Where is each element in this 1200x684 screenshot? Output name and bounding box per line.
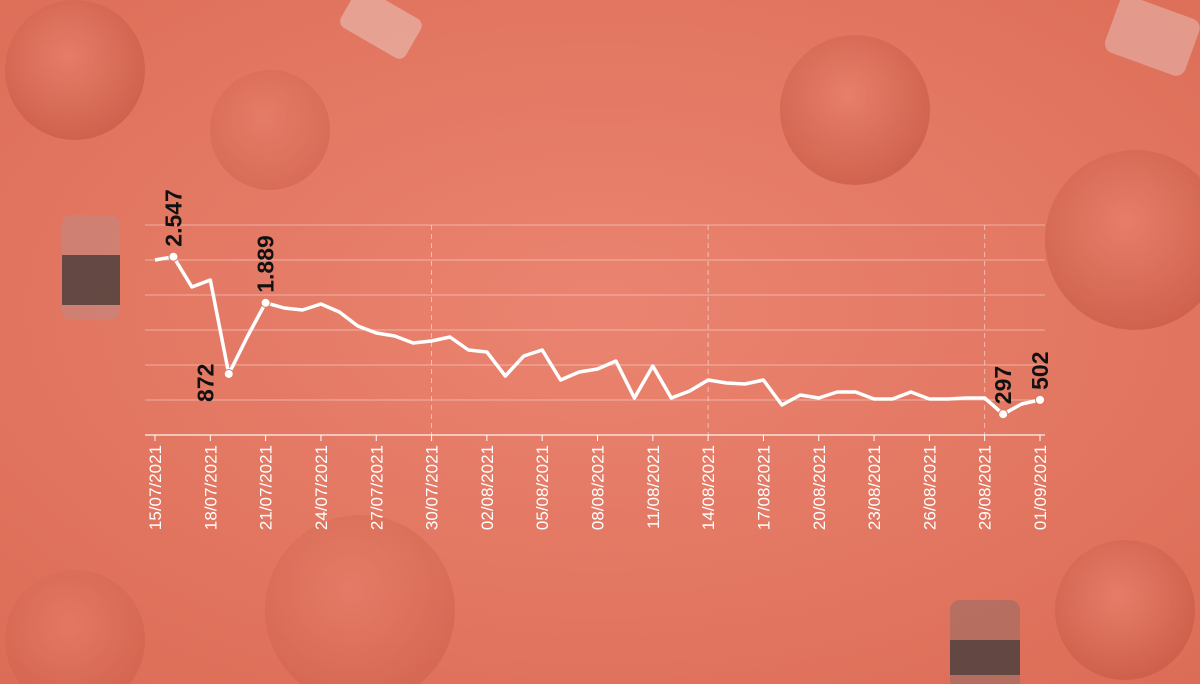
x-tick-label: 18/07/2021: [201, 445, 220, 530]
x-tick-label: 24/07/2021: [312, 445, 331, 530]
x-tick-label: 05/08/2021: [533, 445, 552, 530]
data-line: [154, 254, 1041, 416]
data-label: 502: [1027, 351, 1053, 389]
x-tick-label: 30/07/2021: [423, 445, 442, 530]
x-tick-label: 17/08/2021: [754, 445, 773, 530]
x-tick-label: 20/08/2021: [810, 445, 829, 530]
x-tick-label: 01/09/2021: [1031, 445, 1050, 530]
decoration: [5, 0, 1200, 684]
data-label: 297: [990, 366, 1016, 404]
data-point: [223, 368, 234, 379]
data-label: 2.547: [160, 189, 186, 247]
x-tick-label: 14/08/2021: [699, 445, 718, 530]
x-tick-label: 15/07/2021: [146, 445, 165, 530]
x-tick-label: 02/08/2021: [478, 445, 497, 530]
x-tick-label: 27/07/2021: [367, 445, 386, 530]
data-label: 872: [193, 364, 219, 402]
x-tick-label: 29/08/2021: [976, 445, 995, 530]
data-point: [168, 251, 179, 262]
plot-area: 15/07/2021 18/07/2021 21/07/2021 24/07/2021…: [145, 189, 1053, 530]
data-point: [1035, 394, 1045, 405]
x-tick-label: 08/08/2021: [589, 445, 608, 530]
data-label: 1.889: [253, 235, 279, 293]
x-tick-label: 26/08/2021: [920, 445, 939, 530]
x-tick-label: 11/08/2021: [644, 445, 663, 529]
data-point: [260, 297, 271, 308]
x-tick-label: 21/07/2021: [257, 445, 276, 530]
data-point: [998, 409, 1009, 420]
x-tick-label: 23/08/2021: [865, 445, 884, 530]
